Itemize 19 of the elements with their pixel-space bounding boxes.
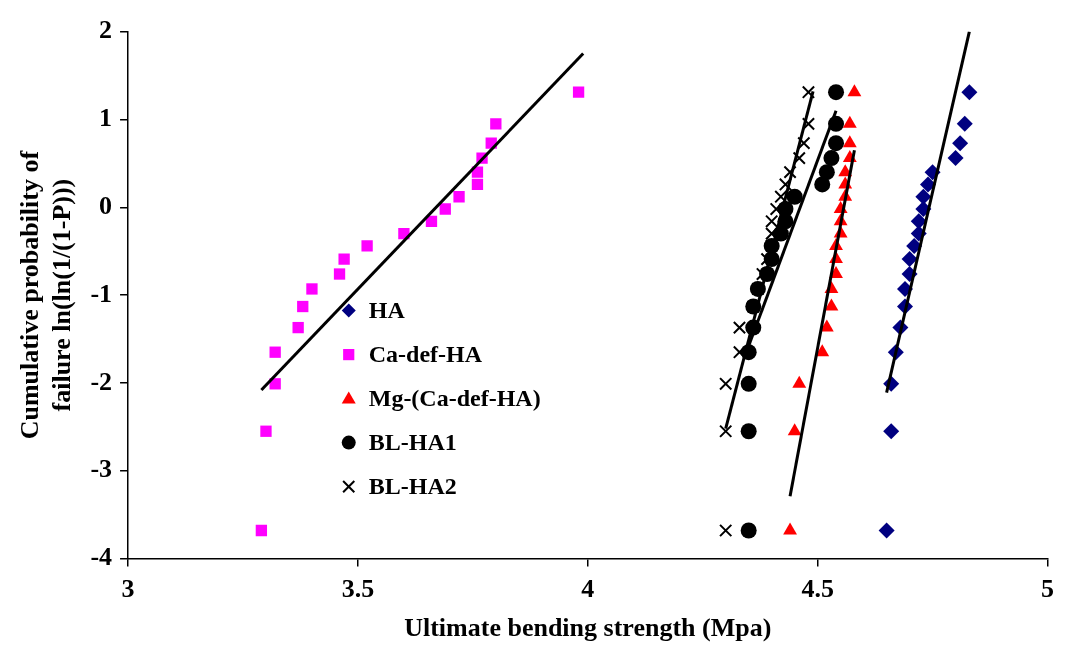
y-tick-label: -1	[90, 278, 113, 308]
y-tick-label: 2	[99, 15, 113, 45]
legend-label: Mg-(Ca-def-HA)	[368, 384, 541, 411]
x-tick-label: 3.5	[341, 573, 375, 603]
legend-label: BL-HA2	[368, 472, 457, 499]
x-tick-label: 3	[121, 573, 135, 603]
y-tick-label: -2	[90, 366, 113, 396]
y-axis-title: Cumulative probability of failure ln(ln(1/(1-P)))	[15, 150, 76, 440]
legend-label: Ca-def-HA	[368, 340, 483, 367]
legend-label: HA	[368, 296, 406, 323]
x-axis-title: Ultimate bending strength (Mpa)	[404, 613, 772, 643]
x-tick-label: 4.5	[801, 573, 834, 603]
x-tick-label: 4	[581, 573, 595, 603]
x-tick-label: 5	[1041, 573, 1054, 603]
y-tick-label: -4	[90, 542, 113, 572]
y-tick-label: -3	[90, 454, 113, 484]
legend-label: BL-HA1	[368, 428, 457, 455]
y-tick-label: 1	[99, 103, 113, 133]
y-tick-label: 0	[99, 190, 113, 220]
